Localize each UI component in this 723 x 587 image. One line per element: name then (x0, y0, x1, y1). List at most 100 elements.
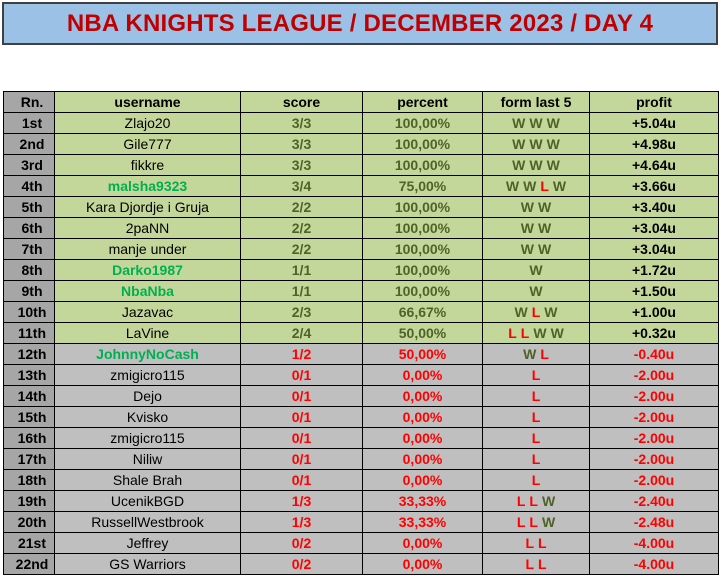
form-cell: L (482, 448, 590, 470)
form-result: L (538, 535, 547, 551)
form-result: L (531, 472, 541, 488)
table-row: 1st Zlajo20 3/3 100,00% W W W +5.04u (3, 112, 719, 134)
score-cell: 0/1 (240, 448, 363, 470)
rank-cell: 5th (3, 196, 55, 218)
profit-cell: +3.66u (589, 175, 719, 197)
score-cell: 2/2 (240, 196, 363, 218)
form-result: W (533, 325, 547, 341)
username-cell: Zlajo20 (54, 112, 241, 134)
rank-cell: 11th (3, 322, 55, 344)
percent-cell: 100,00% (362, 259, 483, 281)
form-cell: L (482, 427, 590, 449)
form-result: L (540, 346, 549, 362)
form-result: W (546, 136, 560, 152)
rank-cell: 14th (3, 385, 55, 407)
username-cell: LaVine (54, 322, 241, 344)
form-result: W (523, 346, 537, 362)
profit-cell: +4.98u (589, 133, 719, 155)
percent-cell: 50,00% (362, 322, 483, 344)
percent-cell: 66,67% (362, 301, 483, 323)
form-result: W (520, 241, 534, 257)
percent-cell: 33,33% (362, 511, 483, 533)
rank-cell: 19th (3, 490, 55, 512)
table-row: 17th Niliw 0/1 0,00% L -2.00u (3, 448, 719, 470)
profit-cell: -2.00u (589, 469, 719, 491)
form-result: L (529, 493, 538, 509)
form-result: L (520, 325, 530, 341)
profit-cell: +0.32u (589, 322, 719, 344)
score-cell: 3/3 (240, 112, 363, 134)
form-result: W (529, 115, 543, 131)
profit-cell: +1.72u (589, 259, 719, 281)
percent-cell: 0,00% (362, 553, 483, 575)
percent-cell: 100,00% (362, 217, 483, 239)
username-cell: GS Warriors (54, 553, 241, 575)
score-header: score (240, 91, 363, 113)
percent-header: percent (362, 91, 483, 113)
profit-header: profit (589, 91, 719, 113)
username-cell: RussellWestbrook (54, 511, 241, 533)
table-row: 4th malsha9323 3/4 75,00% W W L W +3.66u (3, 175, 719, 197)
rank-cell: 3rd (3, 154, 55, 176)
score-cell: 0/1 (240, 385, 363, 407)
score-cell: 0/2 (240, 532, 363, 554)
page-title: NBA KNIGHTS LEAGUE / DECEMBER 2023 / DAY… (66, 9, 654, 37)
form-result: L (508, 325, 517, 341)
rank-cell: 15th (3, 406, 55, 428)
form-result: W (529, 283, 543, 299)
form-result: L (540, 178, 549, 194)
percent-cell: 0,00% (362, 385, 483, 407)
username-cell: Dejo (54, 385, 241, 407)
table-row: 6th 2paNN 2/2 100,00% W W +3.04u (3, 217, 719, 239)
form-result: W (529, 262, 543, 278)
table-row: 14th Dejo 0/1 0,00% L -2.00u (3, 385, 719, 407)
profit-cell: -0.40u (589, 343, 719, 365)
username-cell: UcenikBGD (54, 490, 241, 512)
username-cell: Kara Djordje i Gruja (54, 196, 241, 218)
username-cell: zmigicro115 (54, 364, 241, 386)
rank-cell: 10th (3, 301, 55, 323)
percent-cell: 50,00% (362, 343, 483, 365)
form-cell: L (482, 385, 590, 407)
form-result: L (531, 430, 541, 446)
percent-cell: 0,00% (362, 448, 483, 470)
table-row: 13th zmigicro115 0/1 0,00% L -2.00u (3, 364, 719, 386)
profit-cell: -2.00u (589, 385, 719, 407)
username-cell: NbaNba (54, 280, 241, 302)
score-cell: 1/3 (240, 490, 363, 512)
profit-cell: +3.40u (589, 196, 719, 218)
percent-cell: 75,00% (362, 175, 483, 197)
profit-cell: +5.04u (589, 112, 719, 134)
form-result: W (538, 199, 552, 215)
rank-cell: 6th (3, 217, 55, 239)
form-result: W (541, 493, 556, 509)
profit-cell: -2.40u (589, 490, 719, 512)
rank-cell: 2nd (3, 133, 55, 155)
form-result: L (529, 514, 538, 530)
percent-cell: 100,00% (362, 280, 483, 302)
profit-cell: -2.00u (589, 427, 719, 449)
form-result: W (546, 157, 560, 173)
profit-cell: -2.00u (589, 448, 719, 470)
table-row: 12th JohnnyNoCash 1/2 50,00% W L -0.40u (3, 343, 719, 365)
percent-cell: 100,00% (362, 112, 483, 134)
table-row: 11th LaVine 2/4 50,00% L L W W +0.32u (3, 322, 719, 344)
score-cell: 2/3 (240, 301, 363, 323)
rank-cell: 12th (3, 343, 55, 365)
table-row: 7th manje under 2/2 100,00% W W +3.04u (3, 238, 719, 260)
percent-cell: 33,33% (362, 490, 483, 512)
rank-cell: 8th (3, 259, 55, 281)
username-cell: 2paNN (54, 217, 241, 239)
rank-cell: 20th (3, 511, 55, 533)
rank-cell: 1st (3, 112, 55, 134)
rank-cell: 17th (3, 448, 55, 470)
score-cell: 0/1 (240, 364, 363, 386)
username-cell: Niliw (54, 448, 241, 470)
rank-cell: 4th (3, 175, 55, 197)
profit-cell: -4.00u (589, 553, 719, 575)
table-row: 15th Kvisko 0/1 0,00% L -2.00u (3, 406, 719, 428)
